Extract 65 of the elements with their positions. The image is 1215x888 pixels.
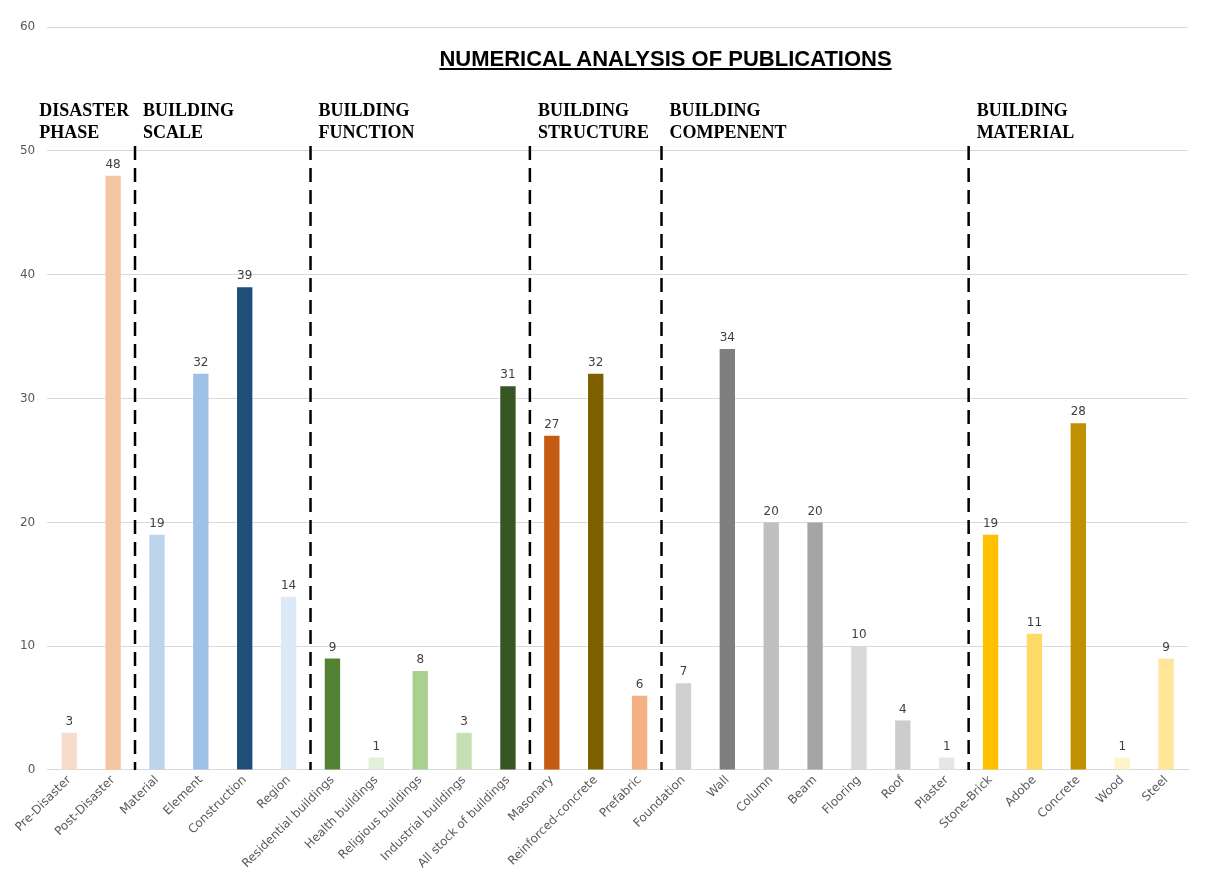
bar (456, 732, 472, 770)
data-label: 1 (372, 738, 381, 753)
bar (61, 732, 77, 770)
bar (324, 658, 341, 770)
annotation: BUILDING COMPENENT (669, 100, 787, 143)
bar (544, 435, 560, 770)
annotation: BUILDING FUNCTION (318, 100, 415, 143)
data-label: 19 (982, 515, 999, 530)
bar (1114, 757, 1130, 770)
annotation: DISASTER PHASE (39, 100, 131, 143)
data-label: 4 (899, 701, 907, 716)
bar (895, 720, 911, 770)
data-label: 20 (807, 503, 823, 518)
data-label: 8 (416, 652, 425, 667)
bar (412, 670, 428, 770)
data-label: 19 (149, 515, 165, 530)
annotation: BUILDING MATERIAL (976, 100, 1075, 143)
data-label: 1 (1118, 738, 1127, 753)
y-tick-label: 30 (19, 390, 36, 405)
bar (368, 757, 384, 770)
data-label: 3 (460, 713, 468, 728)
data-label: 20 (763, 503, 779, 518)
text: NUMERICAL ANALYSIS OF PUBLICATIONS (438, 46, 893, 72)
bar (675, 683, 692, 770)
y-tick-label: 20 (19, 514, 36, 529)
data-label: 1 (942, 738, 951, 753)
bar (149, 534, 165, 770)
bar (1026, 633, 1043, 770)
annotation: BUILDING SCALE (143, 100, 235, 143)
y-tick-label: 10 (19, 638, 36, 653)
data-label: 3 (65, 713, 74, 728)
bar (105, 175, 121, 770)
data-label: 32 (193, 354, 209, 369)
bar (631, 695, 648, 770)
annotation: BUILDING STRUCTURE (537, 100, 649, 143)
y-tick-label: 0 (27, 762, 36, 777)
bar (500, 386, 516, 770)
data-label: 48 (105, 156, 121, 171)
data-label: 28 (1070, 404, 1086, 419)
y-tick-label: 60 (19, 19, 36, 34)
y-tick-label: 50 (19, 143, 36, 158)
bar (982, 534, 999, 770)
bar (719, 349, 735, 770)
data-label: 6 (635, 676, 644, 691)
bar (1070, 423, 1086, 770)
data-label: 9 (1162, 639, 1170, 654)
data-label: 39 (237, 268, 253, 283)
bar (939, 757, 955, 770)
data-label: 9 (328, 639, 337, 654)
y-tick-label: 40 (19, 266, 36, 281)
data-label: 14 (280, 577, 297, 592)
bar (280, 596, 297, 770)
data-label: 10 (851, 627, 867, 642)
data-label: 31 (500, 367, 516, 382)
data-label: 11 (1026, 614, 1043, 629)
bar (588, 373, 604, 770)
bar (193, 373, 209, 770)
bar (807, 522, 823, 770)
data-label: 27 (544, 416, 560, 431)
data-label: 32 (588, 354, 604, 369)
bar (1158, 658, 1174, 770)
bar (237, 287, 253, 770)
data-label: 7 (679, 664, 688, 679)
bar (763, 522, 779, 770)
data-label: 34 (719, 330, 735, 345)
